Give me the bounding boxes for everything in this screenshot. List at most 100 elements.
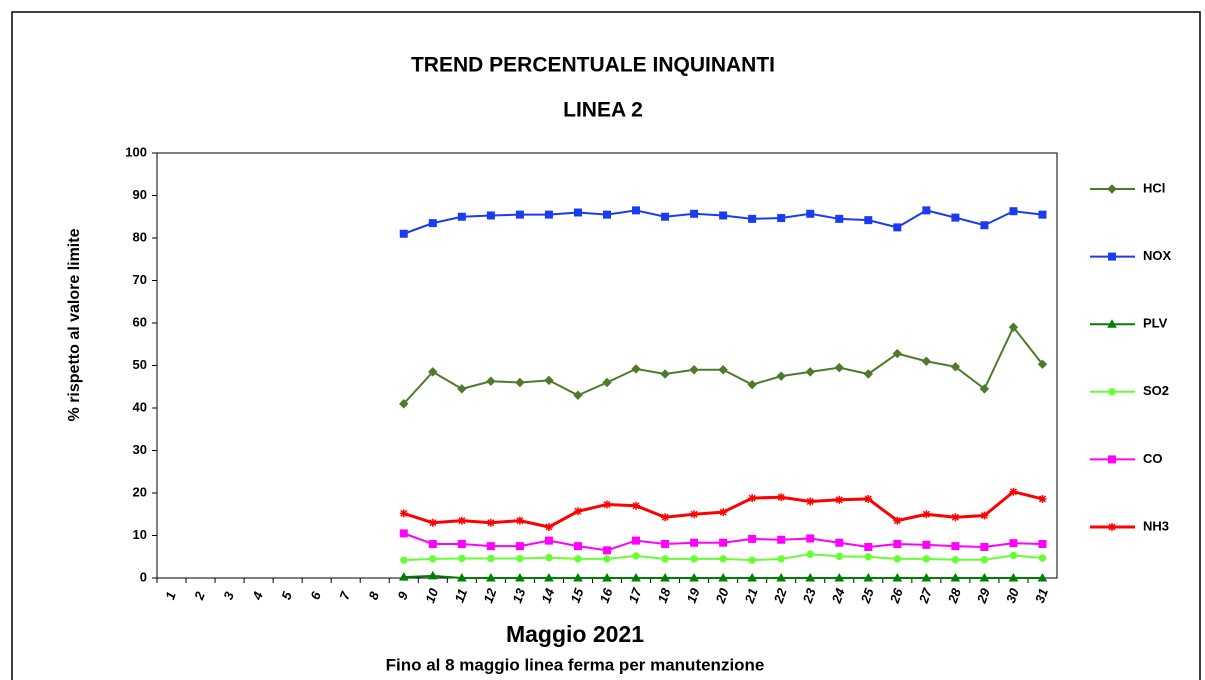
data-point <box>777 535 786 544</box>
data-point <box>748 214 757 223</box>
data-point <box>719 508 728 517</box>
data-point <box>603 555 611 563</box>
data-point <box>602 572 612 582</box>
data-point <box>632 536 641 545</box>
data-point <box>602 377 612 388</box>
x-tick-label: 8 <box>365 589 382 602</box>
data-point <box>950 362 961 372</box>
data-point <box>777 214 786 223</box>
data-point <box>544 523 553 531</box>
y-tick-label: 70 <box>133 272 147 287</box>
data-point <box>719 211 728 220</box>
data-point <box>457 212 466 221</box>
data-point <box>921 356 932 366</box>
data-point <box>544 375 554 386</box>
legend-marker <box>1107 184 1117 194</box>
data-point <box>457 516 466 525</box>
data-point <box>863 369 873 379</box>
legend-marker <box>1108 252 1116 261</box>
data-point <box>661 555 669 563</box>
data-point <box>835 495 844 504</box>
data-point <box>428 367 438 377</box>
data-point <box>516 554 524 563</box>
data-point <box>777 555 785 563</box>
data-point <box>429 555 437 563</box>
y-tick-label: 30 <box>133 442 147 457</box>
data-point <box>1008 572 1019 582</box>
data-point <box>835 552 843 561</box>
data-point <box>980 221 989 230</box>
data-point <box>544 572 554 582</box>
x-tick-label: 24 <box>828 586 848 606</box>
y-tick-label: 60 <box>133 314 147 329</box>
data-point <box>980 542 989 551</box>
legend-label: CO <box>1143 451 1163 466</box>
data-point <box>922 206 931 215</box>
data-point <box>689 572 699 582</box>
data-point <box>921 572 932 582</box>
data-point <box>922 510 931 519</box>
data-point <box>544 210 553 219</box>
data-point <box>805 572 816 582</box>
y-tick-label: 10 <box>133 527 147 542</box>
data-point <box>427 570 438 580</box>
x-tick-label: 20 <box>712 586 732 606</box>
data-point <box>458 554 466 563</box>
data-point <box>486 376 496 386</box>
y-axis-label: % rispetto al valore limite <box>66 228 83 421</box>
data-point <box>428 540 437 548</box>
data-point <box>486 518 495 527</box>
data-point <box>979 572 990 582</box>
data-point <box>864 216 873 225</box>
x-tick-label: 2 <box>191 589 208 603</box>
data-point <box>545 553 553 562</box>
data-point <box>864 494 873 503</box>
data-point <box>515 542 524 551</box>
legend-label: PLV <box>1143 316 1168 331</box>
data-point <box>573 542 582 551</box>
data-point <box>690 510 699 519</box>
x-tick-label: 7 <box>336 589 353 602</box>
data-point <box>777 493 786 502</box>
x-tick-label: 31 <box>1032 586 1051 605</box>
data-point <box>544 536 553 545</box>
data-point <box>748 494 757 503</box>
data-point <box>573 572 583 582</box>
data-point <box>400 556 408 564</box>
data-point <box>1038 554 1047 562</box>
data-point <box>719 538 728 547</box>
data-point <box>950 572 961 582</box>
data-point <box>718 572 728 582</box>
data-point <box>747 379 757 390</box>
x-tick-label: 15 <box>567 586 586 605</box>
data-point <box>922 555 931 563</box>
y-tick-label: 100 <box>125 144 147 159</box>
data-point <box>1008 322 1019 332</box>
frame <box>11 11 1201 680</box>
data-point <box>864 542 873 551</box>
y-tick-label: 80 <box>133 229 147 244</box>
data-point <box>1038 210 1047 219</box>
data-point <box>631 364 641 374</box>
data-point <box>661 212 670 221</box>
data-point <box>951 513 960 522</box>
data-point <box>1009 487 1018 496</box>
legend-marker <box>1107 319 1117 328</box>
data-point <box>515 516 524 525</box>
data-point <box>1038 494 1047 503</box>
data-point <box>864 553 872 561</box>
y-tick-label: 50 <box>133 357 147 372</box>
x-tick-label: 5 <box>278 589 295 602</box>
data-point <box>399 399 409 409</box>
y-tick-label: 0 <box>140 569 147 584</box>
legend-label: HCl <box>1143 180 1165 195</box>
data-point <box>428 219 437 228</box>
y-tick-label: 20 <box>133 484 147 499</box>
data-point <box>1009 207 1018 216</box>
data-point <box>487 554 495 563</box>
data-point <box>748 534 757 543</box>
data-point <box>892 572 903 582</box>
data-point <box>776 572 787 582</box>
data-point <box>632 206 641 215</box>
data-point <box>574 555 582 563</box>
